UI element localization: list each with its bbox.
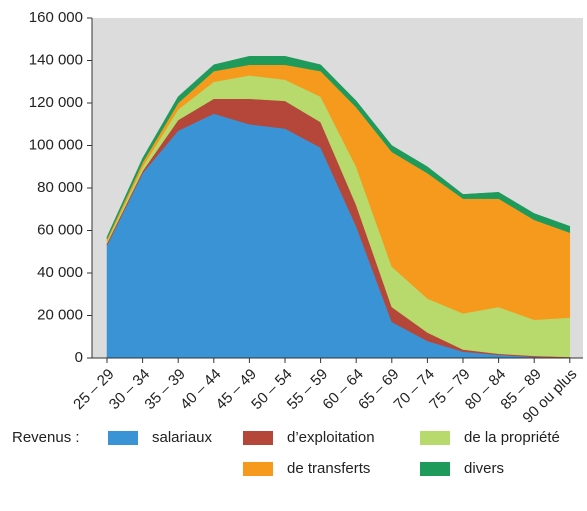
area <box>106 56 571 240</box>
legend-label: divers <box>464 460 504 477</box>
y-tick-label: 120 000 <box>29 94 83 111</box>
y-tick-label: 0 <box>75 349 83 366</box>
y-tick-label: 40 000 <box>37 264 83 281</box>
legend-swatch <box>243 462 273 476</box>
legend-swatch <box>420 462 450 476</box>
y-tick-label: 60 000 <box>37 221 83 238</box>
legend-swatch <box>420 431 450 445</box>
y-tick-label: 100 000 <box>29 136 83 153</box>
y-tick-label: 160 000 <box>29 9 83 26</box>
legend-swatch <box>108 431 138 445</box>
y-tick-label: 140 000 <box>29 51 83 68</box>
legend-swatch <box>243 431 273 445</box>
y-tick-label: 80 000 <box>37 179 83 196</box>
legend-title: Revenus : <box>12 429 80 446</box>
legend-label: de la propriété <box>464 429 560 446</box>
y-tick-label: 20 000 <box>37 306 83 323</box>
legend-label: salariaux <box>152 429 213 446</box>
legend-label: de transferts <box>287 460 370 477</box>
legend-label: d’exploitation <box>287 429 375 446</box>
